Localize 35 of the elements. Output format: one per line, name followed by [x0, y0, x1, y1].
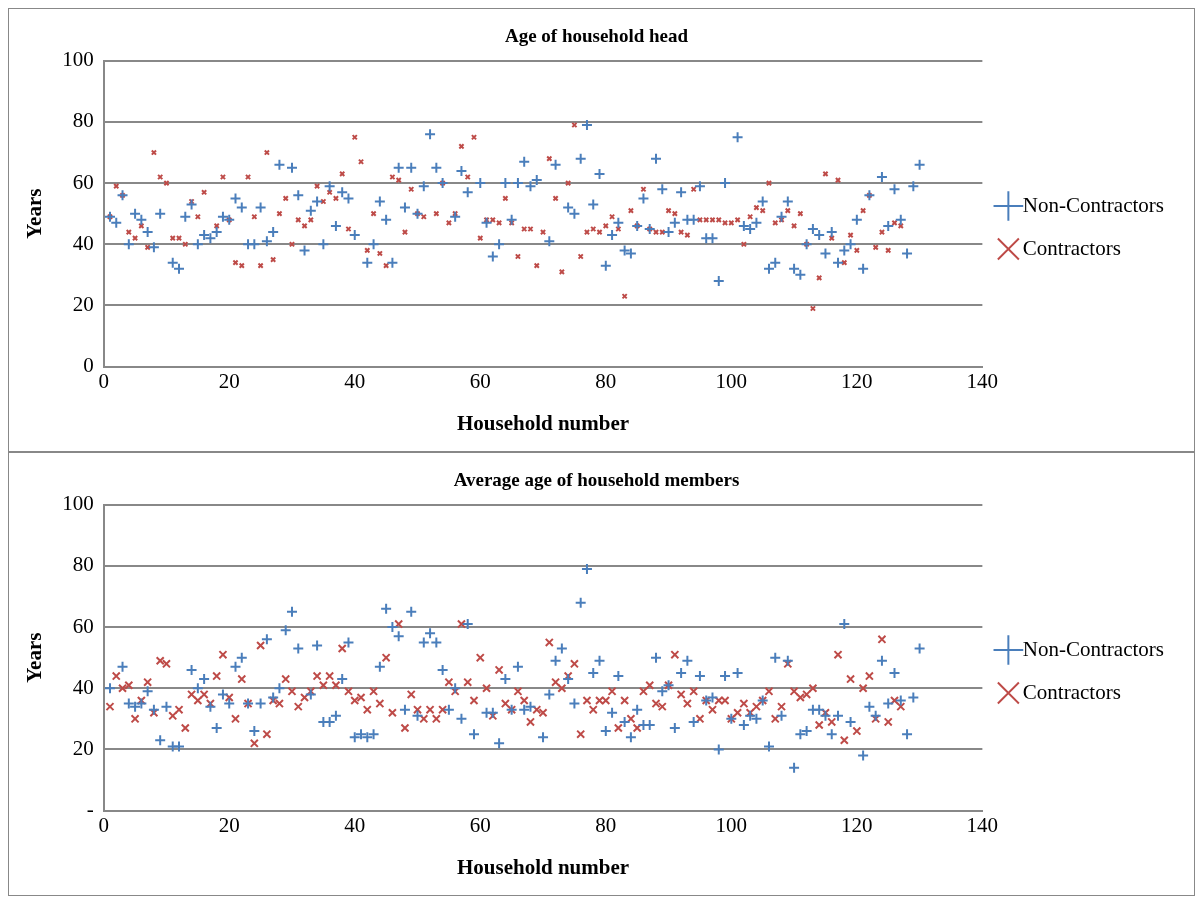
- x-tick-label: 100: [715, 368, 748, 393]
- y-tick-label: 20: [72, 291, 94, 316]
- y-tick-label: 20: [72, 735, 94, 760]
- x-axis-title: Household number: [456, 854, 630, 879]
- x-tick-label: 120: [841, 812, 873, 837]
- y-tick-label: 100: [62, 491, 94, 516]
- x-tick-label: 40: [344, 812, 366, 837]
- x-tick-label: 20: [218, 368, 240, 393]
- x-tick-label: 140: [966, 368, 999, 393]
- y-tick-label: 60: [72, 169, 94, 194]
- y-tick-label: 80: [72, 552, 94, 577]
- x-tick-label: 40: [344, 368, 366, 393]
- legend-label: Contractors: [1022, 679, 1121, 704]
- chart-title: Average age of household members: [453, 469, 740, 491]
- y-axis-title: Years: [22, 632, 47, 683]
- y-axis-title: Years: [22, 188, 47, 239]
- x-tick-label: 60: [469, 368, 491, 393]
- y-tick-label: 60: [72, 613, 94, 638]
- y-tick-label: 40: [72, 674, 94, 699]
- y-tick-label: 80: [72, 108, 94, 133]
- x-axis-title: Household number: [456, 410, 630, 435]
- y-tick-label: 100: [62, 47, 94, 72]
- x-tick-label: 80: [595, 812, 617, 837]
- legend-label: Non-Contractors: [1022, 636, 1165, 661]
- x-tick-label: 60: [469, 812, 491, 837]
- chart-title: Age of household head: [504, 25, 689, 47]
- x-tick-label: 100: [715, 812, 748, 837]
- x-tick-label: 80: [595, 368, 617, 393]
- y-tick-label: 40: [72, 230, 94, 255]
- legend-label: Non-Contractors: [1022, 192, 1165, 217]
- legend-label: Contractors: [1022, 235, 1121, 260]
- x-tick-label: 20: [218, 812, 240, 837]
- y-tick-label: -: [86, 797, 94, 822]
- x-tick-label: 140: [966, 812, 999, 837]
- x-tick-label: 120: [841, 368, 873, 393]
